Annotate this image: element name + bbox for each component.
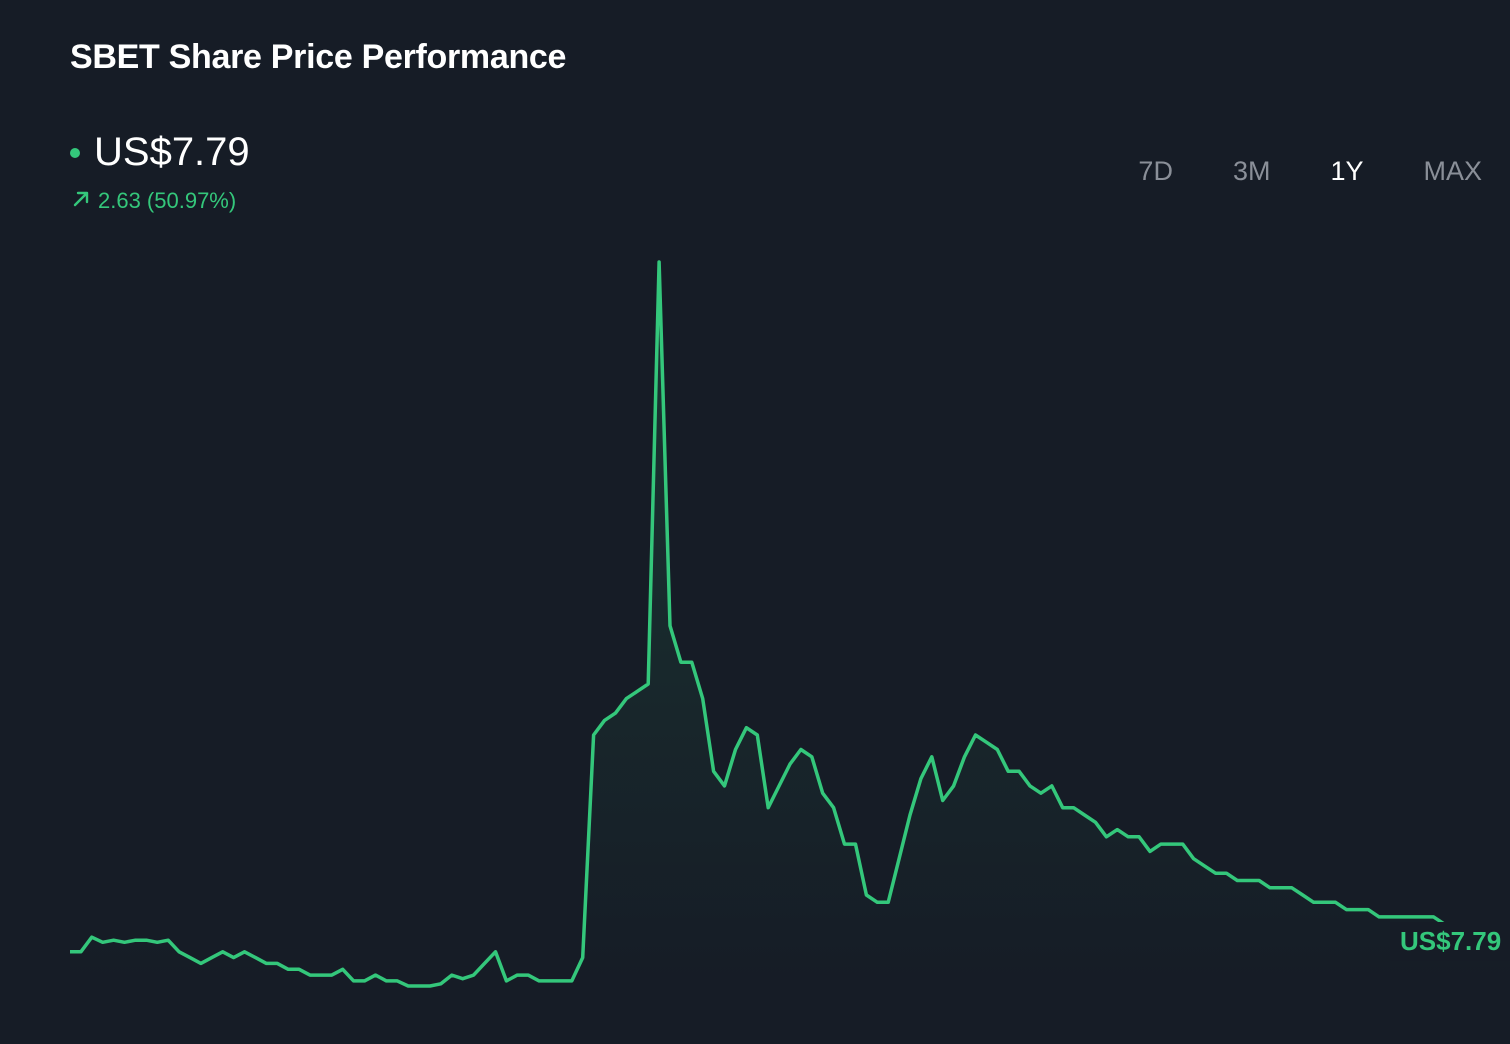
price-line: [70, 260, 1510, 988]
price-area-fill: [70, 262, 1510, 986]
range-tab-1y[interactable]: 1Y: [1330, 156, 1364, 186]
end-price-label: US$7.79: [1390, 922, 1510, 961]
range-tab-7d[interactable]: 7D: [1138, 156, 1173, 186]
price-change-value: 2.63 (50.97%): [98, 188, 237, 213]
range-tab-3m[interactable]: 3M: [1232, 156, 1271, 186]
arrow-up-right-icon: [72, 188, 90, 214]
range-tabs: 7D 3M 1Y MAX: [1078, 156, 1482, 187]
chart-title: SBET Share Price Performance: [70, 38, 567, 76]
current-price: US$7.79: [94, 130, 250, 174]
status-dot-icon: [70, 147, 80, 158]
price-change: 2.63 (50.97%): [72, 188, 236, 214]
range-tab-max[interactable]: MAX: [1423, 156, 1482, 186]
price-row: US$7.79: [70, 130, 250, 175]
